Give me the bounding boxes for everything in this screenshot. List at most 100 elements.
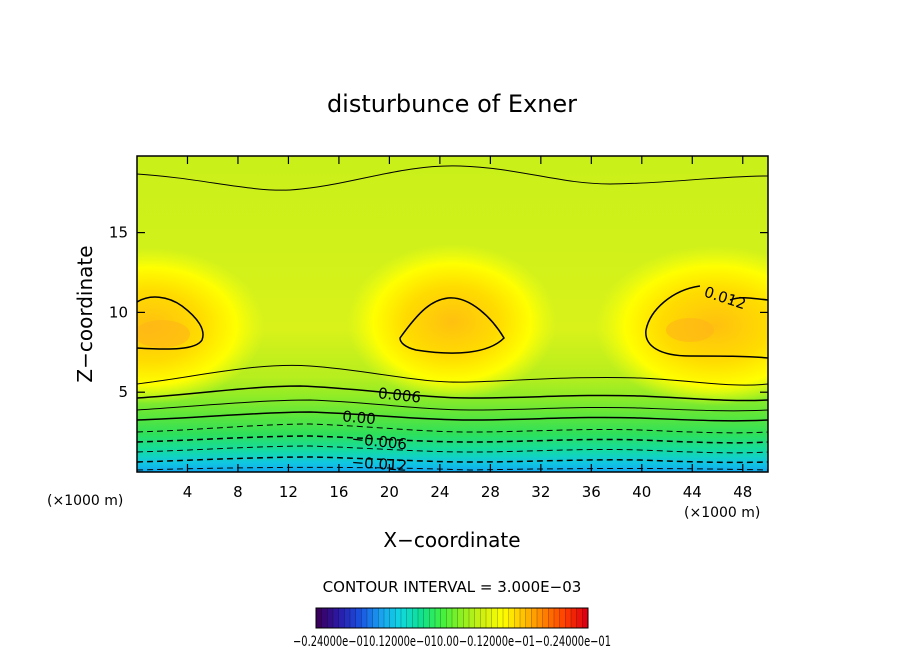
- x-tick-label-40: 40: [632, 483, 651, 501]
- field-high-center: [347, 244, 557, 400]
- x-tick-label-36: 36: [582, 483, 601, 501]
- colorbar-cell-37: [525, 608, 532, 628]
- colorbar-cell-29: [480, 608, 487, 628]
- plot-frame: [136, 155, 769, 473]
- colorbar-cell-23: [446, 608, 453, 628]
- x-tick-label-20: 20: [380, 483, 399, 501]
- x-tick-label-4: 4: [183, 483, 193, 501]
- colorbar-cell-5: [344, 608, 351, 628]
- chart-title: disturbunce of Exner: [327, 90, 577, 118]
- x-axis-label: X−coordinate: [383, 528, 520, 552]
- colorbar-cell-46: [576, 608, 583, 628]
- x-tick-label-48: 48: [733, 483, 752, 501]
- x-tick-label-16: 16: [329, 483, 348, 501]
- colorbar-cell-11: [378, 608, 385, 628]
- colorbar-cell-9: [367, 608, 374, 628]
- colorbar-cell-34: [508, 608, 515, 628]
- contour-0.012-right: [645, 285, 768, 359]
- colorbar-cell-45: [571, 608, 578, 628]
- contour-label-3: −0.012: [351, 453, 408, 475]
- colorbar-cell-42: [554, 608, 561, 628]
- x-axis-ticks: 4 8 12 16 20 24 28 32 36 40 44 48: [183, 156, 752, 501]
- contour-label-group-1: 0.00: [342, 407, 377, 428]
- colorbar-cell-25: [457, 608, 464, 628]
- y-tick-label-15: 15: [109, 224, 128, 242]
- colorbar-cell-39: [537, 608, 544, 628]
- contour-0.012-center: [399, 297, 505, 354]
- colorbar-cell-1: [321, 608, 328, 628]
- contour-label-0: 0.006: [377, 384, 422, 406]
- x-tick-label-32: 32: [531, 483, 550, 501]
- colorbar-cell-18: [418, 608, 425, 628]
- colorbar-cell-6: [350, 608, 357, 628]
- contour-top: [137, 165, 768, 191]
- colorbar-cell-30: [486, 608, 493, 628]
- colorbar-labels: −0.24000e−010.12000e−010.00−0.12000e−01−…: [293, 634, 611, 650]
- colorbar: [315, 607, 589, 629]
- contour-neg-0.006: [137, 435, 768, 444]
- contour-0.012-left: [137, 296, 204, 350]
- field-core-left: [137, 320, 190, 348]
- colorbar-cell-2: [327, 608, 334, 628]
- colorbar-cell-41: [548, 608, 555, 628]
- contour-label-2: −0.006: [351, 430, 408, 454]
- x-tick-label-28: 28: [481, 483, 500, 501]
- colorbar-cell-28: [474, 608, 481, 628]
- x-unit-right: (×1000 m): [684, 505, 760, 521]
- colorbar-cell-44: [565, 608, 572, 628]
- x-tick-label-24: 24: [430, 483, 449, 501]
- colorbar-cell-47: [582, 608, 589, 628]
- colorbar-cell-0: [316, 608, 323, 628]
- colorbar-cell-27: [469, 608, 476, 628]
- contour-0.006: [137, 385, 768, 402]
- colorbar-frame: [315, 607, 589, 629]
- contour-label-group-0: 0.006: [377, 384, 422, 406]
- colorbar-cell-43: [559, 608, 566, 628]
- contour-0.009: [137, 364, 768, 386]
- contour-0.003: [137, 399, 768, 412]
- x-unit-left: (×1000 m): [47, 493, 123, 509]
- field-core-right: [666, 318, 714, 342]
- colorbar-cell-12: [384, 608, 391, 628]
- contour-neg-0.003: [137, 423, 768, 434]
- colorbar-cell-35: [514, 608, 521, 628]
- colorbar-cell-24: [452, 608, 459, 628]
- contour-interval-text: CONTOUR INTERVAL = 3.000E−03: [323, 578, 582, 596]
- colorbar-cell-31: [491, 608, 498, 628]
- contour-neg-0.009: [137, 445, 768, 454]
- colorbar-cell-26: [463, 608, 470, 628]
- contour-label-group-3: −0.012: [351, 453, 408, 475]
- colorbar-cell-33: [503, 608, 510, 628]
- colorbar-cell-13: [389, 608, 396, 628]
- field-high-right: [595, 246, 768, 406]
- colorbar-cell-15: [401, 608, 408, 628]
- colorbar-cell-22: [440, 608, 447, 628]
- colorbar-cell-20: [429, 608, 436, 628]
- colorbar-cell-38: [531, 608, 538, 628]
- colorbar-cell-16: [406, 608, 413, 628]
- colorbar-cell-32: [497, 608, 504, 628]
- colorbar-cell-8: [361, 608, 368, 628]
- contour-neg-0.012: [137, 456, 768, 464]
- x-tick-label-8: 8: [233, 483, 243, 501]
- y-axis-label: Z−coordinate: [73, 245, 97, 382]
- y-tick-label-10: 10: [109, 303, 128, 321]
- colorbar-cell-14: [395, 608, 402, 628]
- contour-0.00: [137, 411, 768, 422]
- colorbar-cell-7: [355, 608, 362, 628]
- x-tick-label-12: 12: [279, 483, 298, 501]
- colorbar-cell-21: [435, 608, 442, 628]
- colorbar-cell-4: [338, 608, 345, 628]
- colorbar-cell-3: [333, 608, 340, 628]
- colorbar-cell-36: [520, 608, 527, 628]
- colorbar-cell-40: [542, 608, 549, 628]
- y-axis-ticks: 5 10 15: [109, 224, 768, 401]
- colorbar-cell-17: [412, 608, 419, 628]
- x-tick-label-44: 44: [683, 483, 702, 501]
- colorbar-cell-10: [372, 608, 379, 628]
- contour-label-1: 0.00: [342, 407, 377, 428]
- colorbar-cell-19: [423, 608, 430, 628]
- y-tick-label-5: 5: [118, 383, 128, 401]
